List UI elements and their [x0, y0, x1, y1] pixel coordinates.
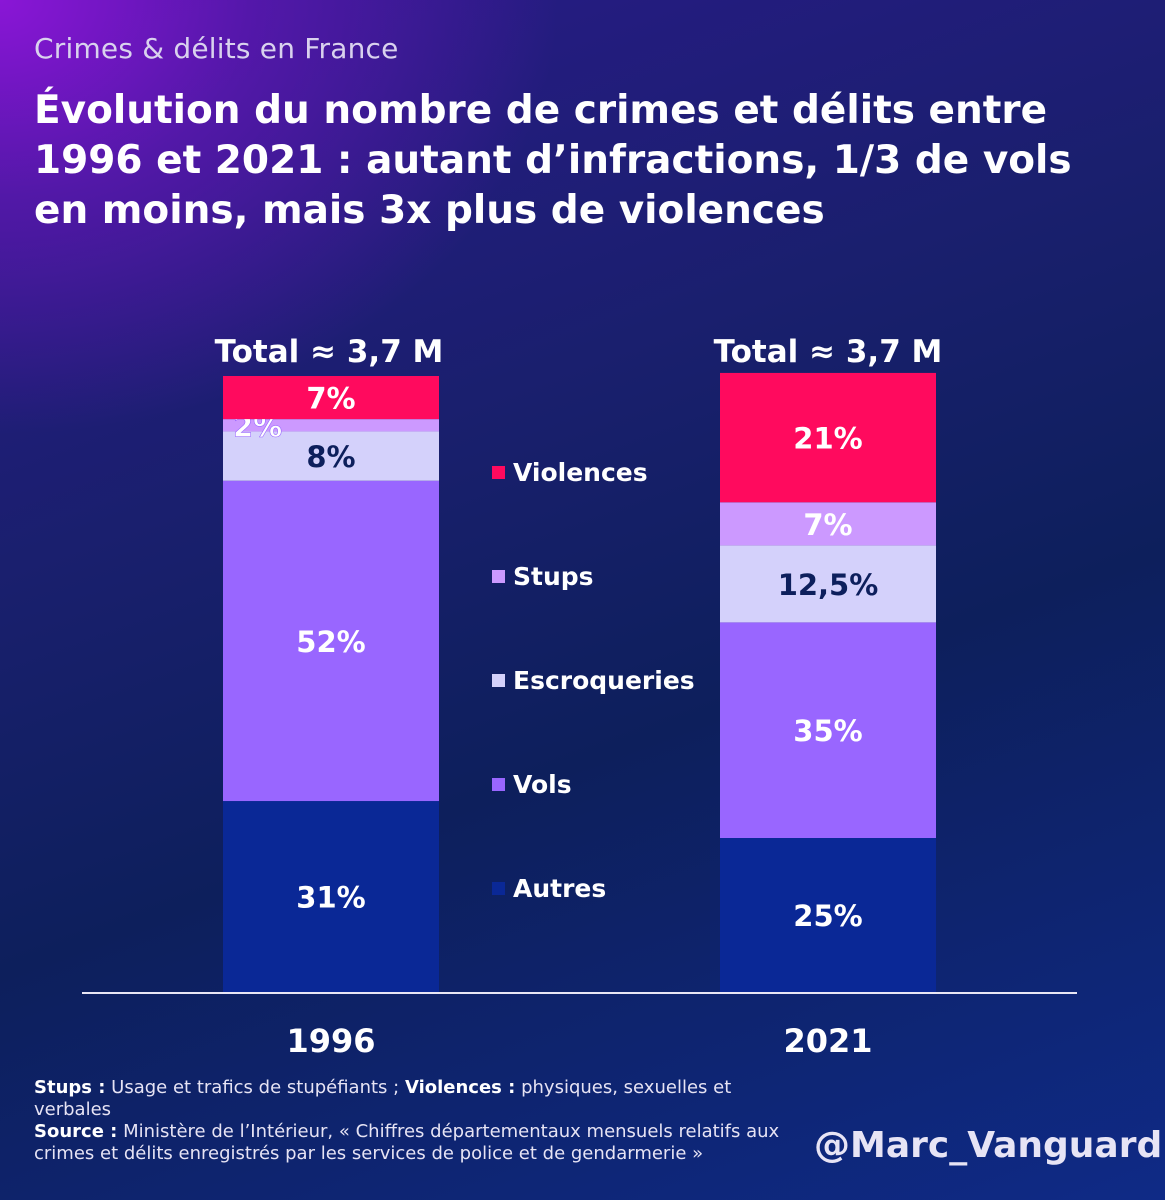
chart-title: Évolution du nombre de crimes et délits … — [34, 88, 1072, 233]
violences-note-text: physiques, sexuelles et verbales — [34, 1077, 732, 1120]
bar-segment-autres-2021 — [720, 838, 936, 992]
source-note: Source : Ministère de l’Intérieur, « Chi… — [34, 1121, 794, 1165]
bar-segment-violences-2021 — [720, 372, 936, 503]
bar-segment-escroqueries-2021 — [720, 545, 936, 623]
stups-note-text: Usage et trafics de stupéfiants ; — [105, 1077, 405, 1098]
x-tick-2021: 2021 — [783, 1022, 873, 1060]
stups-note-label: Stups : — [34, 1077, 106, 1098]
legend-label-stups: Stups — [513, 562, 594, 591]
legend-swatch-stups — [492, 570, 505, 583]
legend-label-autres: Autres — [513, 874, 607, 903]
kicker: Crimes & délits en France — [34, 32, 399, 65]
legend-swatch-vols — [492, 778, 505, 791]
bar-label-vols-2021: 35% — [793, 714, 862, 748]
legend-item-escroqueries: Escroqueries — [492, 666, 695, 695]
source-note-label: Source : — [34, 1121, 118, 1142]
legend-item-stups: Stups — [492, 562, 594, 591]
bar-label-escroqueries-1996: 8% — [306, 440, 355, 474]
bar-label-violences-1996: 7% — [306, 382, 355, 416]
footnotes: Stups : Usage et trafics de stupéfiants … — [34, 1077, 794, 1165]
definitions-note: Stups : Usage et trafics de stupéfiants … — [34, 1077, 794, 1121]
legend-label-escroqueries: Escroqueries — [513, 666, 695, 695]
x-tick-1996: 1996 — [286, 1022, 376, 1060]
bar-segment-autres-1996 — [223, 801, 439, 992]
bar-label-autres-1996: 31% — [296, 881, 365, 915]
legend-item-violences: Violences — [492, 458, 648, 487]
legend-item-vols: Vols — [492, 770, 572, 799]
bar-segment-violences-1996 — [223, 376, 439, 420]
source-note-text: Ministère de l’Intérieur, « Chiffres dép… — [34, 1121, 780, 1164]
legend-swatch-autres — [492, 882, 505, 895]
bar-label-violences-2021: 21% — [793, 422, 862, 456]
bar-segment-vols-2021 — [720, 622, 936, 838]
legend-label-violences: Violences — [513, 458, 648, 487]
total-label-1996: Total ≈ 3,7 M — [214, 334, 444, 370]
bar-label-autres-2021: 25% — [793, 899, 862, 933]
bar-segment-escroqueries-1996 — [223, 431, 439, 481]
legend-label-vols: Vols — [513, 770, 572, 799]
bar-label-escroqueries-2021: 12,5% — [778, 568, 879, 602]
bar-segment-stups-2021 — [720, 502, 936, 546]
legend-item-autres: Autres — [492, 874, 606, 903]
bar-label-stups-2021: 7% — [803, 508, 852, 542]
legend-swatch-escroqueries — [492, 674, 505, 687]
violences-note-label: Violences : — [404, 1077, 516, 1098]
author-handle: @Marc_Vanguard — [814, 1125, 1163, 1166]
total-label-2021: Total ≈ 3,7 M — [713, 334, 943, 370]
bar-segment-vols-1996 — [223, 480, 439, 802]
legend-swatch-violences — [492, 466, 505, 479]
bar-segment-stups-1996 — [223, 419, 439, 432]
bar-label-vols-1996: 52% — [296, 625, 365, 659]
